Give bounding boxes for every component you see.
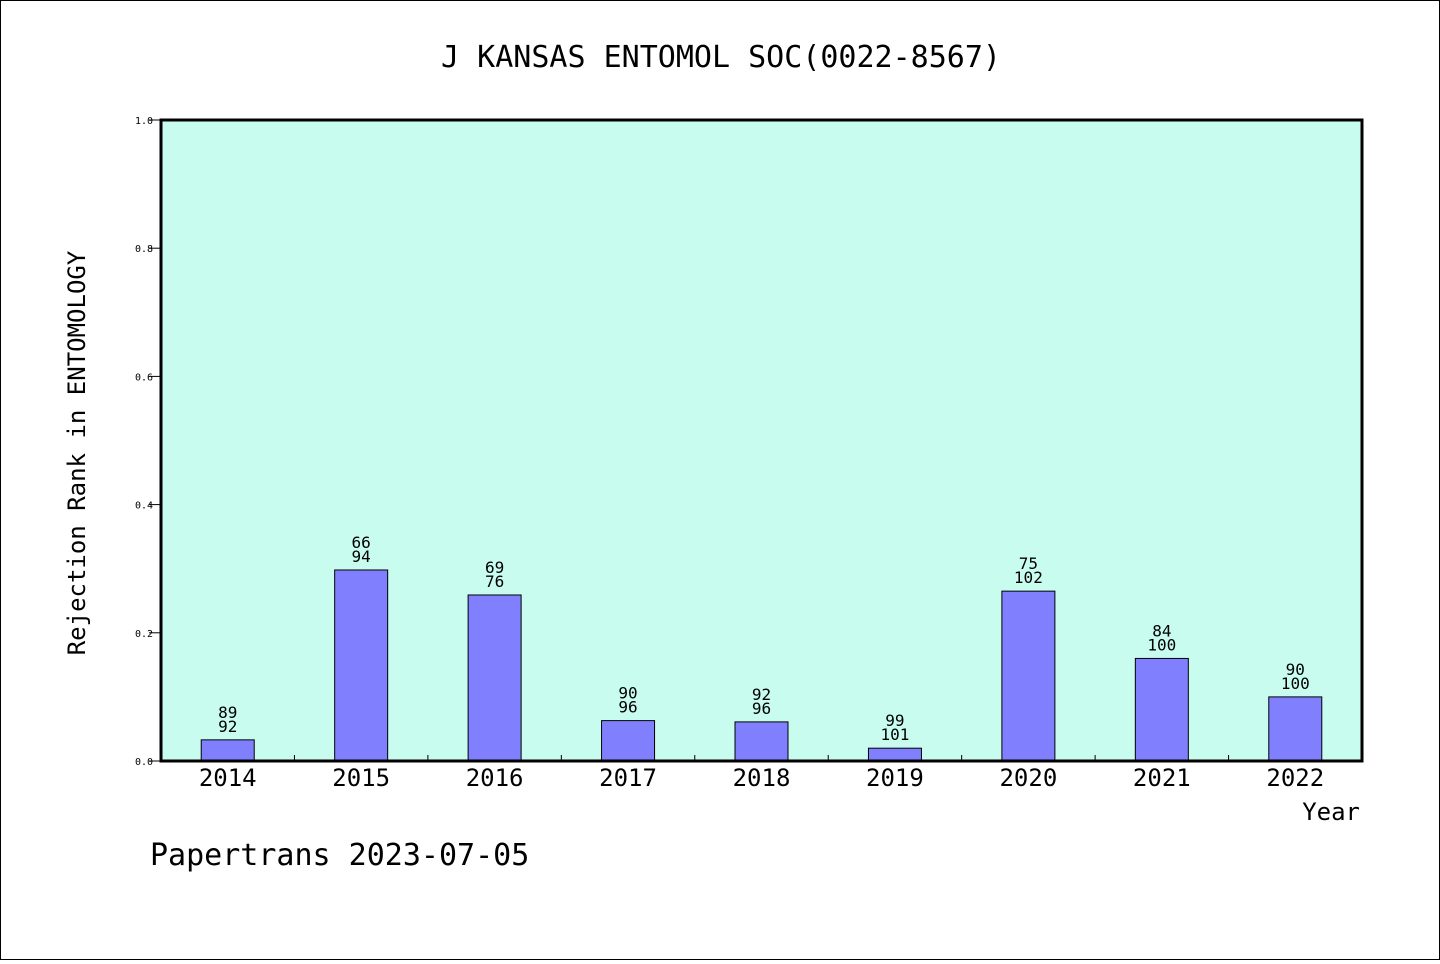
x-tick-label-2017: 2017	[599, 764, 657, 792]
y-tick-label-0.2: 0.2	[135, 629, 153, 640]
x-tick-label-2016: 2016	[466, 764, 524, 792]
bar-2018	[734, 721, 789, 762]
x-tick-label-2022: 2022	[1266, 764, 1324, 792]
bar-2021	[1134, 657, 1189, 762]
bar-2016	[467, 594, 522, 762]
y-tick-label-0.8: 0.8	[135, 244, 153, 255]
bar-2022	[1268, 696, 1323, 762]
y-tick-label-0.0: 0.0	[135, 757, 153, 768]
chart-title: J KANSAS ENTOMOL SOC(0022-8567)	[441, 40, 1001, 75]
data-label-bottom-2021: 100	[1147, 635, 1176, 654]
data-label-top-2018: 92	[752, 685, 771, 704]
data-label-top-2014: 89	[218, 703, 237, 722]
data-label-bottom-2017: 96	[618, 698, 637, 717]
y-axis-ticks: 0.0 0.2 0.4 0.6 0.8 1.0	[135, 116, 161, 768]
x-tick-label-2018: 2018	[733, 764, 791, 792]
bar-2019	[867, 747, 922, 762]
footer-text: Papertrans 2023-07-05	[150, 838, 529, 873]
plot-border	[159, 118, 1364, 763]
data-label-top-2021: 84	[1152, 621, 1171, 640]
data-label-bottom-2016: 76	[485, 572, 504, 591]
bars-group	[200, 569, 1323, 762]
x-tick-label-2021: 2021	[1133, 764, 1191, 792]
x-axis-label: Year	[1302, 798, 1360, 826]
bar-2015	[334, 569, 389, 762]
x-tick-label-2015: 2015	[332, 764, 390, 792]
data-label-top-2019: 99	[885, 711, 904, 730]
y-axis-label: Rejection Rank in ENTOMOLOGY	[63, 250, 91, 655]
data-label-top-2020: 75	[1019, 554, 1038, 573]
data-label-bottom-2020: 102	[1014, 568, 1043, 587]
data-label-bottom-2019: 101	[880, 725, 909, 744]
data-label-top-2015: 66	[352, 533, 371, 552]
y-tick-label-0.6: 0.6	[135, 372, 153, 383]
bar-2020	[1001, 590, 1056, 762]
data-label-bottom-2022: 100	[1281, 674, 1310, 693]
x-axis-ticks: 2014 2015 2016 2017 2018 2019 2020 2021 2022	[199, 755, 1324, 792]
data-label-top-2017: 90	[618, 684, 637, 703]
data-label-top-2016: 69	[485, 558, 504, 577]
x-tick-label-2019: 2019	[866, 764, 924, 792]
data-label-top-2022: 90	[1286, 660, 1305, 679]
data-label-bottom-2015: 94	[352, 547, 371, 566]
data-label-bottom-2014: 92	[218, 717, 237, 736]
data-label-bottom-2018: 96	[752, 699, 771, 718]
bar-2017	[601, 720, 656, 762]
x-tick-label-2014: 2014	[199, 764, 257, 792]
bar-2014	[200, 739, 255, 762]
y-tick-label-1.0: 1.0	[135, 116, 153, 127]
y-tick-label-0.4: 0.4	[135, 501, 153, 512]
x-tick-label-2020: 2020	[999, 764, 1057, 792]
